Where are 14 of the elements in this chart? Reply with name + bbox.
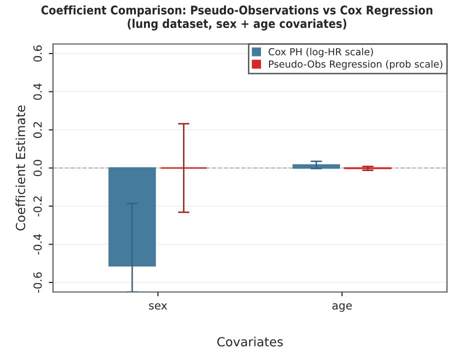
y-tick-label: 0.2 — [33, 122, 42, 138]
y-tick-label: 0.6 — [33, 45, 42, 62]
y-axis-title: Coefficient Estimate — [16, 105, 26, 230]
x-axis-title: Covariates — [217, 336, 283, 346]
x-tick-label: sex — [149, 303, 168, 310]
y-tick-label: -0.2 — [33, 196, 42, 216]
legend-label: Cox PH (log-HR scale) — [268, 48, 373, 58]
y-tick-label: 0.4 — [33, 83, 42, 100]
legend-label: Pseudo-Obs Regression (prob scale) — [269, 60, 442, 70]
y-tick-label: 0.0 — [33, 160, 42, 176]
x-tick-label: age — [332, 303, 352, 312]
y-tick-label: -0.6 — [33, 272, 42, 293]
y-tick-label: -0.4 — [33, 234, 42, 255]
chart-title: Coefficient Comparison: Pseudo-Observations vs Cox Regression (lung dataset, sex + age covariates) — [41, 5, 432, 30]
